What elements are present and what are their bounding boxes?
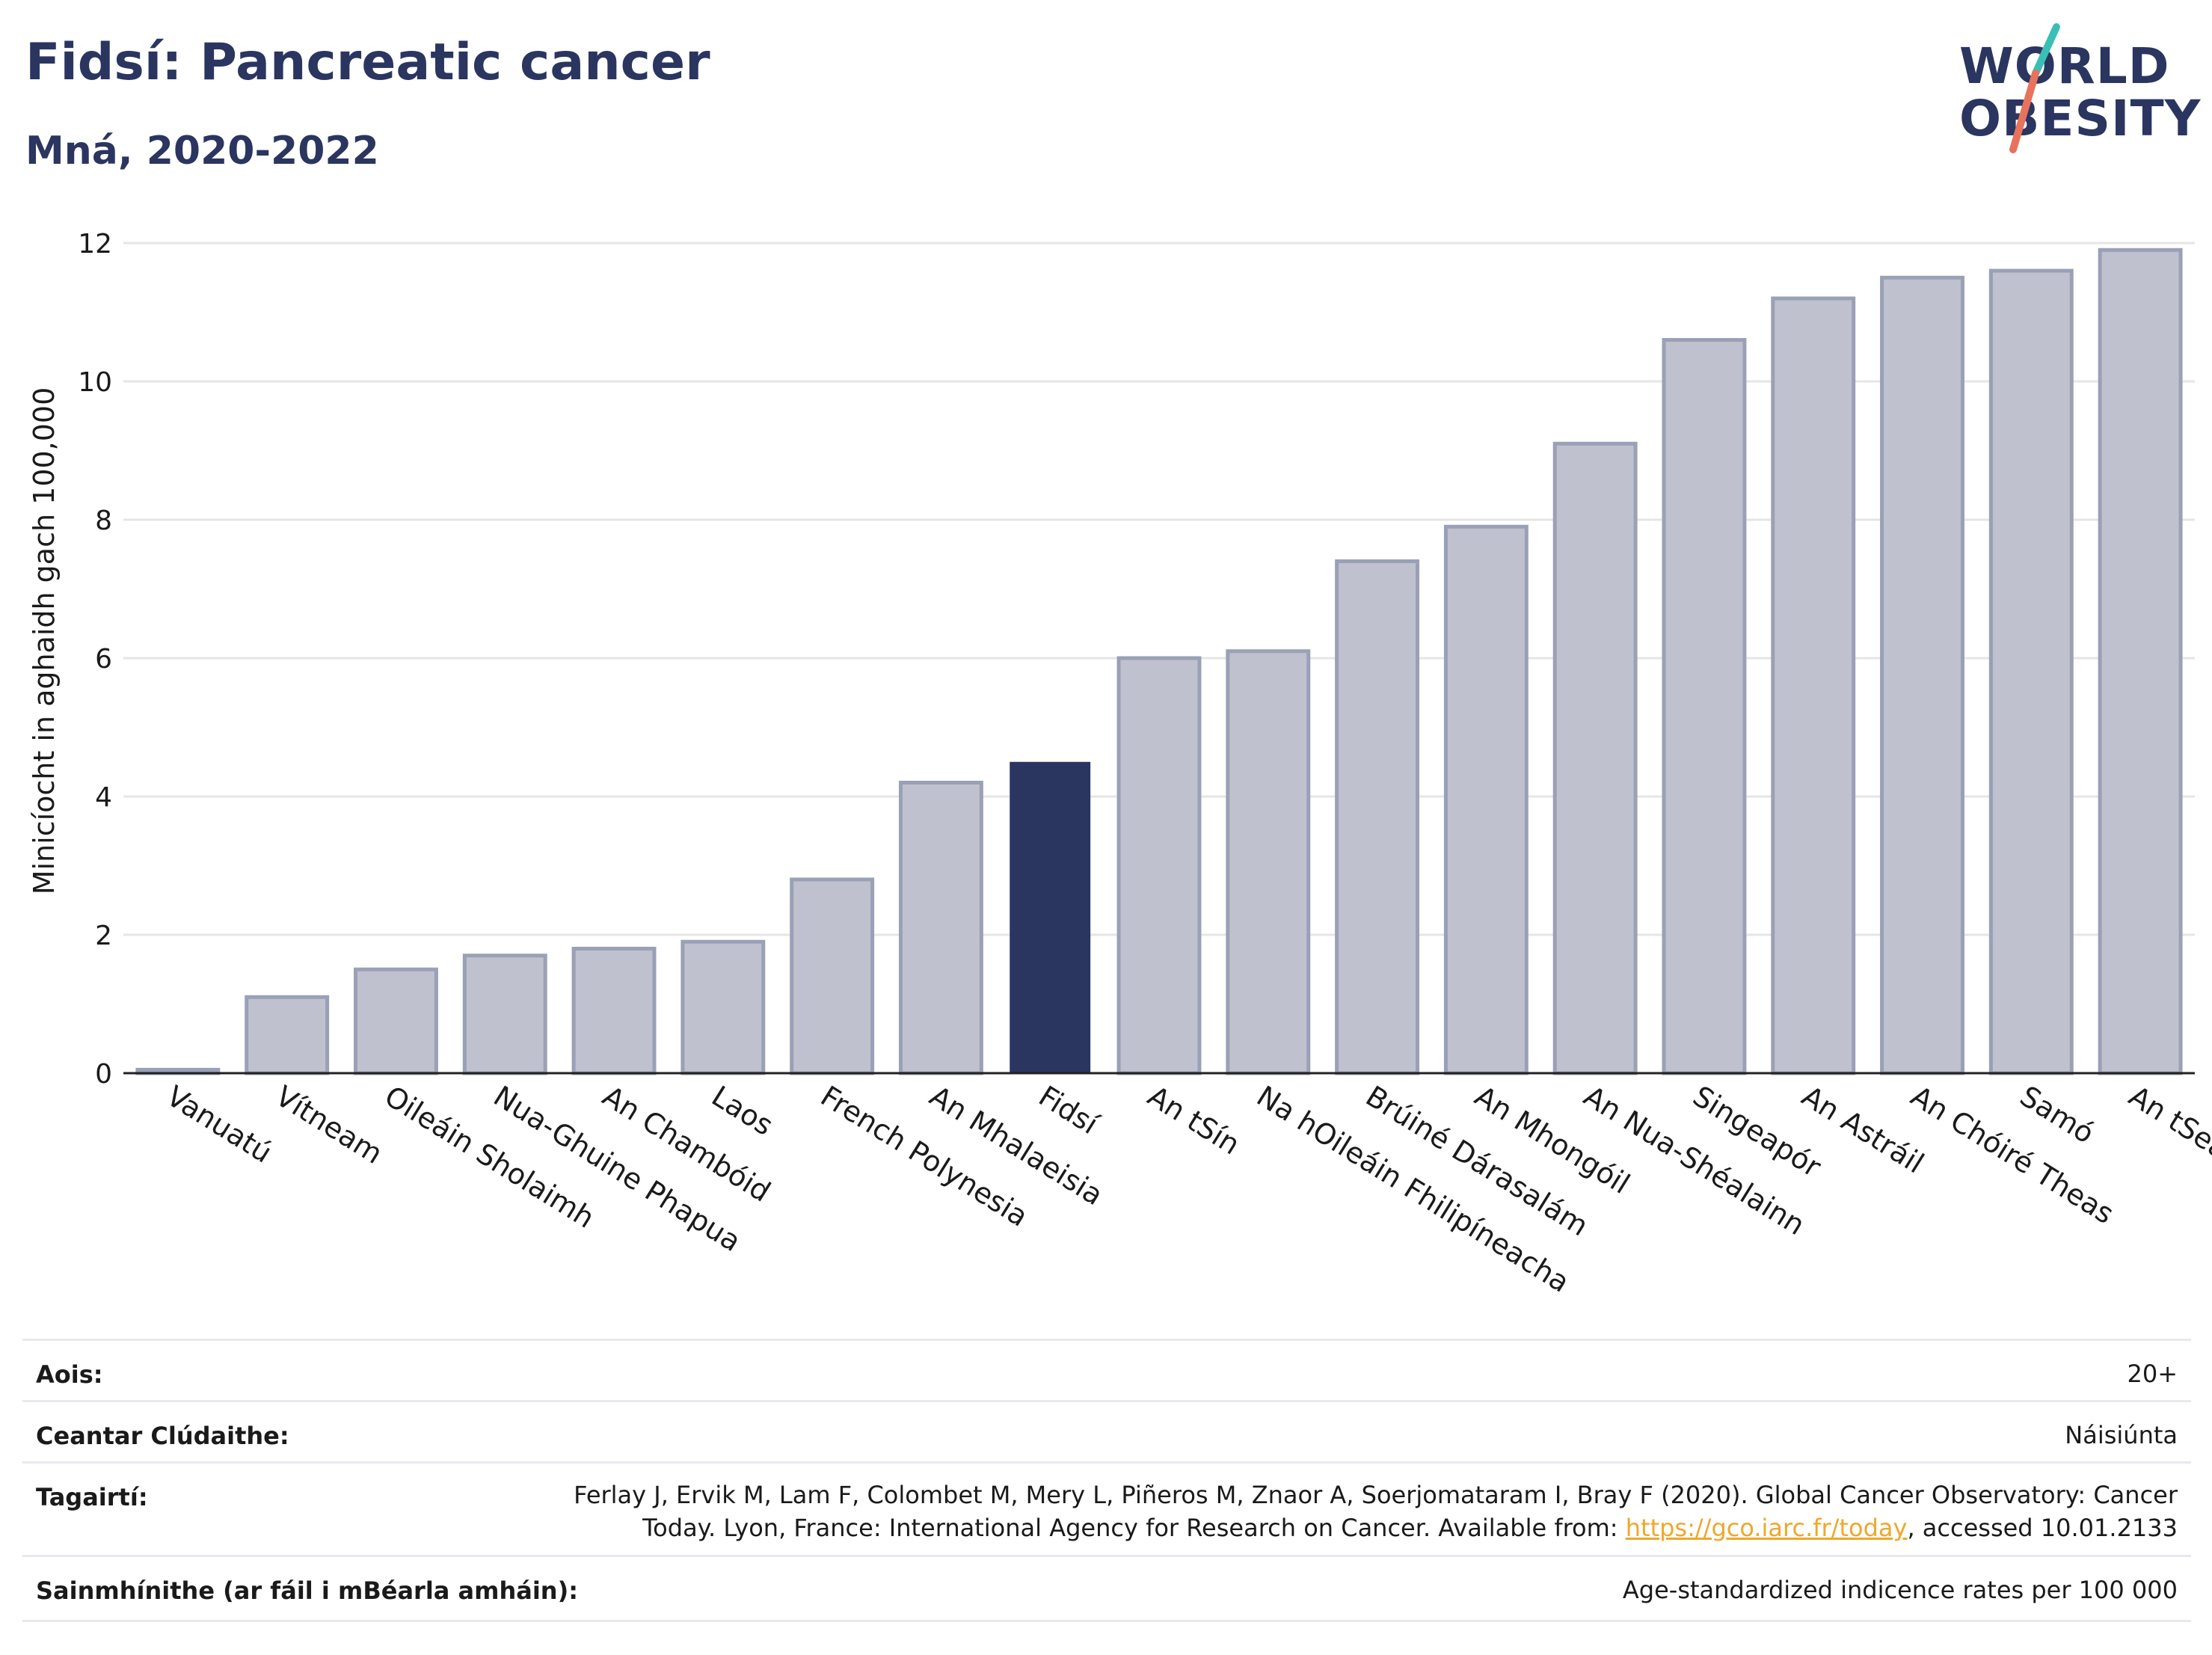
y-axis-label: Minicíocht in aghaidh gach 100,000 xyxy=(28,387,61,895)
references-label: Tagairtí: xyxy=(36,1483,148,1511)
x-tick-label: An tSín xyxy=(1142,1079,1246,1161)
y-tick-label: 6 xyxy=(95,644,112,675)
bar xyxy=(1335,559,1420,1075)
references-value: Ferlay J, Ervik M, Lam F, Colombet M, Me… xyxy=(574,1479,2178,1544)
bar xyxy=(790,877,875,1075)
bar xyxy=(1880,275,1964,1075)
logo-line-2: OBESITY xyxy=(1959,90,2202,147)
x-tick-label: Laos xyxy=(706,1079,779,1142)
references-line-2: Today. Lyon, France: International Agenc… xyxy=(574,1511,2178,1544)
x-tick-label: Vanuatú xyxy=(161,1079,277,1169)
bar xyxy=(1988,268,2074,1075)
y-tick-label: 12 xyxy=(78,229,112,260)
y-tick-label: 0 xyxy=(95,1059,112,1090)
bar xyxy=(1662,338,1747,1075)
logo-slash-icon xyxy=(2009,23,2060,153)
y-tick-label: 4 xyxy=(95,782,112,813)
logo-line-1: WORLD xyxy=(1959,37,2170,95)
bars xyxy=(135,248,2183,1075)
coverage-value: Náisiúnta xyxy=(2065,1421,2178,1449)
references-line-2-text: Today. Lyon, France: International Agenc… xyxy=(642,1514,1626,1542)
bar xyxy=(1552,441,1638,1075)
x-tick-label: Samó xyxy=(2015,1079,2101,1149)
y-tick-label: 10 xyxy=(78,367,112,398)
age-label: Aois: xyxy=(36,1360,103,1389)
world-obesity-logo: WORLD OBESITY xyxy=(1944,21,2202,156)
footer-row-age: Aois: 20+ xyxy=(22,1339,2191,1402)
x-tick-label: Oileáin Sholaimh xyxy=(379,1079,600,1235)
bar xyxy=(462,954,547,1075)
bar xyxy=(681,939,766,1075)
footer-row-definitions: Sainmhínithe (ar fáil i mBéarla amháin):… xyxy=(22,1555,2191,1622)
bar xyxy=(1443,524,1529,1075)
page-title: Fidsí: Pancreatic cancer xyxy=(25,33,710,92)
x-tick-label: French Polynesia xyxy=(815,1079,1033,1232)
bar xyxy=(245,995,330,1075)
page-subtitle: Mná, 2020-2022 xyxy=(25,129,379,174)
age-value: 20+ xyxy=(2127,1360,2178,1388)
footer-row-references: Tagairtí: Ferlay J, Ervik M, Lam F, Colo… xyxy=(22,1461,2191,1557)
references-link[interactable]: https://gco.iarc.fr/today xyxy=(1625,1514,1908,1542)
definitions-label: Sainmhínithe (ar fáil i mBéarla amháin): xyxy=(36,1576,578,1605)
footer-row-coverage: Ceantar Clúdaithe: Náisiúnta xyxy=(22,1400,2191,1464)
bar xyxy=(1010,761,1091,1073)
bar xyxy=(354,967,438,1075)
x-tick-label: An tSeapáin xyxy=(2123,1079,2212,1198)
y-tick-label: 8 xyxy=(95,506,112,536)
bar xyxy=(1226,649,1311,1075)
x-tick-label: Fidsí xyxy=(1033,1079,1105,1141)
bar xyxy=(1116,656,1202,1075)
coverage-label: Ceantar Clúdaithe: xyxy=(36,1422,289,1450)
bar xyxy=(2098,248,2183,1075)
y-tick-label: 2 xyxy=(95,921,112,951)
references-accessed: , accessed 10.01.2133 xyxy=(1907,1514,2178,1542)
definitions-value: Age-standardized indicence rates per 100… xyxy=(1622,1576,2178,1604)
bar xyxy=(571,947,657,1075)
bar xyxy=(898,781,983,1075)
x-tick-label: An Chóiré Theas xyxy=(1905,1079,2120,1230)
references-line-1: Ferlay J, Ervik M, Lam F, Colombet M, Me… xyxy=(574,1481,2178,1509)
bar xyxy=(1771,296,1856,1075)
x-tick-label: Vítneam xyxy=(270,1079,388,1170)
